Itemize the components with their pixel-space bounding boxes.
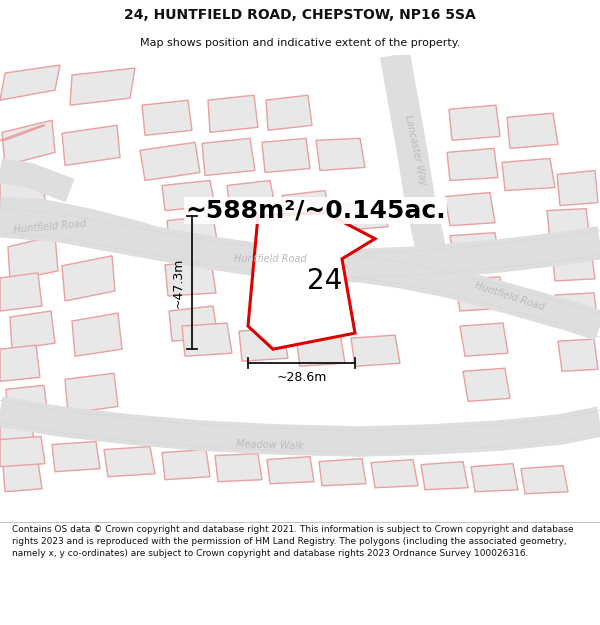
Polygon shape [0, 345, 40, 381]
Polygon shape [169, 306, 218, 341]
Polygon shape [266, 95, 312, 130]
Polygon shape [3, 462, 42, 492]
Polygon shape [162, 449, 210, 480]
Polygon shape [10, 311, 55, 349]
Polygon shape [0, 273, 42, 311]
Polygon shape [450, 232, 500, 266]
Text: Meadow Walk: Meadow Walk [236, 439, 304, 452]
Polygon shape [371, 459, 418, 488]
Polygon shape [215, 454, 262, 482]
Polygon shape [0, 436, 45, 467]
Polygon shape [62, 256, 115, 301]
Text: ~47.3m: ~47.3m [172, 258, 185, 308]
Polygon shape [507, 113, 558, 148]
Polygon shape [6, 386, 48, 421]
Polygon shape [421, 462, 468, 490]
Polygon shape [449, 105, 500, 141]
Polygon shape [555, 293, 598, 326]
Polygon shape [0, 421, 35, 457]
Polygon shape [351, 335, 400, 366]
Text: 24, HUNTFIELD ROAD, CHEPSTOW, NP16 5SA: 24, HUNTFIELD ROAD, CHEPSTOW, NP16 5SA [124, 8, 476, 22]
Polygon shape [282, 191, 330, 221]
Text: 24: 24 [307, 267, 343, 295]
Polygon shape [162, 181, 215, 211]
Polygon shape [262, 138, 310, 172]
Polygon shape [460, 323, 508, 356]
Polygon shape [182, 323, 232, 356]
Polygon shape [0, 65, 60, 100]
Polygon shape [557, 171, 598, 206]
Polygon shape [521, 466, 568, 494]
Text: Map shows position and indicative extent of the property.: Map shows position and indicative extent… [140, 38, 460, 48]
Polygon shape [202, 138, 255, 176]
Polygon shape [447, 148, 498, 181]
Polygon shape [2, 120, 55, 166]
Polygon shape [558, 339, 598, 371]
Polygon shape [552, 249, 595, 281]
Polygon shape [0, 169, 45, 211]
Polygon shape [142, 100, 192, 136]
Polygon shape [547, 209, 590, 241]
Polygon shape [0, 125, 45, 141]
Polygon shape [337, 201, 388, 231]
Polygon shape [227, 181, 275, 211]
Polygon shape [62, 125, 120, 166]
Polygon shape [72, 313, 122, 356]
Text: Huntfield Road: Huntfield Road [474, 280, 546, 312]
Polygon shape [65, 373, 118, 414]
Polygon shape [471, 464, 518, 492]
Text: Lancaster Way: Lancaster Way [403, 114, 427, 187]
Polygon shape [455, 277, 505, 311]
Text: ~588m²/~0.145ac.: ~588m²/~0.145ac. [185, 199, 446, 222]
Polygon shape [248, 213, 375, 349]
Polygon shape [319, 459, 366, 486]
Text: ~28.6m: ~28.6m [277, 371, 326, 384]
Text: Huntfield Road: Huntfield Road [13, 219, 86, 235]
Polygon shape [267, 457, 314, 484]
Polygon shape [445, 192, 495, 226]
Polygon shape [52, 441, 100, 472]
Polygon shape [140, 142, 200, 181]
Polygon shape [8, 236, 58, 281]
Polygon shape [70, 68, 135, 105]
Polygon shape [208, 95, 258, 132]
Polygon shape [316, 138, 365, 171]
Polygon shape [239, 328, 288, 361]
Polygon shape [104, 447, 155, 477]
Polygon shape [502, 158, 555, 191]
Polygon shape [463, 368, 510, 401]
Polygon shape [167, 216, 218, 251]
Polygon shape [296, 333, 345, 366]
Text: Contains OS data © Crown copyright and database right 2021. This information is : Contains OS data © Crown copyright and d… [12, 525, 574, 558]
Polygon shape [165, 261, 216, 296]
Text: Huntfield Road: Huntfield Road [233, 254, 307, 264]
